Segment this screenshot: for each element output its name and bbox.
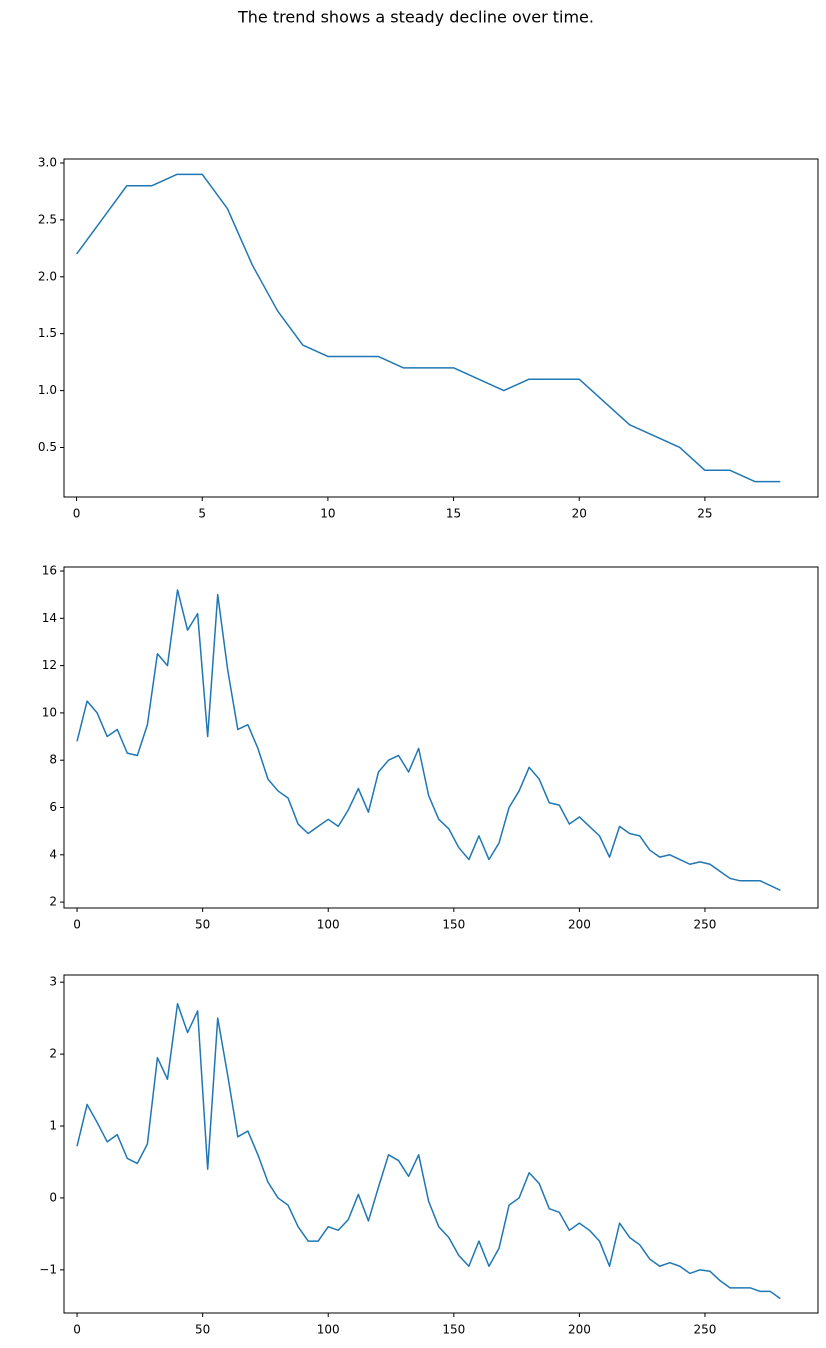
- x-tick-label: 250: [694, 1323, 717, 1337]
- x-tick-label: 250: [694, 918, 717, 932]
- x-tick-label: 200: [568, 918, 591, 932]
- y-tick-label: 1.5: [38, 326, 57, 340]
- x-tick-label: 150: [442, 1323, 465, 1337]
- y-tick-label: 14: [42, 611, 57, 625]
- y-tick-label: 1.0: [38, 383, 57, 397]
- figure-title: The trend shows a steady decline over ti…: [237, 8, 594, 27]
- y-tick-label: 0.5: [38, 440, 57, 454]
- y-tick-label: 6: [49, 800, 57, 814]
- x-tick-label: 200: [568, 1323, 591, 1337]
- y-tick-label: 2.5: [38, 212, 57, 226]
- x-tick-label: 15: [446, 507, 461, 521]
- x-tick-label: 50: [195, 1323, 210, 1337]
- x-tick-label: 50: [195, 918, 210, 932]
- axes-frame: [63, 158, 819, 498]
- y-tick-label: 2: [49, 1047, 57, 1061]
- x-tick-label: 150: [442, 918, 465, 932]
- y-tick-label: 3: [49, 975, 57, 989]
- x-tick-label: 20: [572, 507, 587, 521]
- x-tick-label: 100: [317, 1323, 340, 1337]
- y-tick-label: 3.0: [38, 155, 57, 169]
- x-tick-label: 100: [317, 918, 340, 932]
- y-tick-label: 10: [42, 705, 57, 719]
- x-tick-label: 5: [198, 507, 206, 521]
- axes-frame: [63, 566, 819, 909]
- y-tick-label: 8: [49, 753, 57, 767]
- x-tick-label: 10: [320, 507, 335, 521]
- y-tick-label: 2.0: [38, 269, 57, 283]
- data-line: [76, 1003, 781, 1300]
- x-tick-label: 0: [73, 507, 81, 521]
- x-tick-label: 25: [697, 507, 712, 521]
- x-tick-label: 0: [73, 918, 81, 932]
- data-line: [75, 173, 781, 483]
- axes-frame: [63, 974, 819, 1314]
- y-tick-label: 1: [49, 1119, 57, 1133]
- y-tick-label: 16: [42, 564, 57, 578]
- data-line: [76, 589, 781, 891]
- y-tick-label: 12: [42, 658, 57, 672]
- y-tick-label: −1: [39, 1262, 57, 1276]
- y-tick-label: 0: [49, 1190, 57, 1204]
- x-tick-label: 0: [73, 1323, 81, 1337]
- y-tick-label: 4: [49, 847, 57, 861]
- y-tick-label: 2: [49, 895, 57, 909]
